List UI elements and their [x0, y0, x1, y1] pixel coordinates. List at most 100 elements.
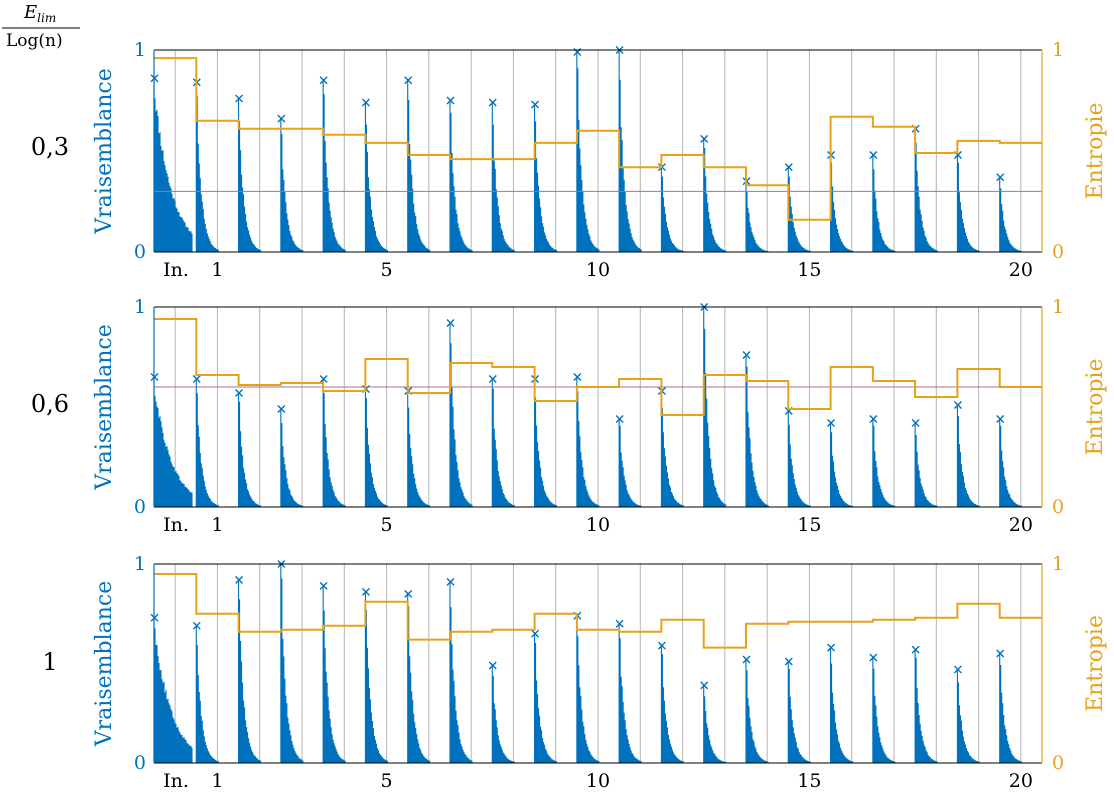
x-tick-label: 1 — [211, 770, 223, 792]
likelihood-bar-group-2 — [238, 393, 262, 507]
x-marker-icon — [996, 173, 1005, 182]
left-tick-label: 1 — [134, 553, 146, 575]
likelihood-bar-group-20 — [999, 653, 1023, 763]
likelihood-bar-group-2 — [238, 98, 262, 252]
likelihood-bar-group-14 — [745, 181, 769, 252]
x-marker-icon — [319, 76, 328, 85]
grid-lines — [174, 50, 1022, 252]
likelihood-bar-group-9 — [534, 633, 558, 763]
x-marker-icon — [319, 581, 328, 590]
x-marker-icon — [953, 401, 962, 409]
header-denominator: Log(n) — [6, 31, 63, 51]
likelihood-bar-group-4 — [322, 379, 346, 507]
x-marker-icon — [404, 76, 413, 85]
likelihood-bar-group-9 — [534, 104, 558, 252]
left-tick-label: 0 — [134, 496, 146, 518]
likelihood-bar-group-14 — [745, 355, 769, 507]
x-marker-icon — [235, 94, 244, 103]
likelihood-bar-group-10 — [576, 377, 600, 507]
likelihood-bar-group-17 — [872, 419, 896, 507]
likelihood-bar-group-7 — [449, 323, 473, 507]
x-marker-icon — [488, 98, 497, 107]
x-marker-icon — [615, 415, 624, 423]
x-marker-icon — [827, 419, 836, 427]
x-tick-label: 15 — [797, 770, 821, 792]
likelihood-bar-group-15 — [787, 661, 811, 763]
x-marker-icon — [869, 415, 878, 423]
likelihood-bar-group-13 — [703, 307, 727, 507]
likelihood-bar-group-16 — [830, 647, 854, 763]
left-tick-label: 1 — [134, 296, 146, 318]
y-axis-title-right: Entropie — [1083, 359, 1108, 456]
x-tick-label: 5 — [381, 514, 393, 536]
right-tick-label: 0 — [1052, 752, 1064, 774]
likelihood-bar-group-In. — [153, 78, 193, 252]
x-marker-icon — [911, 419, 920, 427]
x-marker-icon — [446, 319, 455, 327]
x-tick-label: 20 — [1009, 770, 1033, 792]
entropy-line — [154, 573, 1042, 649]
x-marker-icon — [488, 375, 497, 383]
entropy-line — [154, 318, 1042, 416]
likelihood-bar-group-8 — [491, 379, 515, 507]
likelihood-bar-group-5 — [364, 102, 388, 252]
grid-lines — [174, 307, 1022, 507]
x-marker-icon — [446, 577, 455, 586]
x-tick-label: 15 — [797, 259, 821, 281]
likelihood-bar-group-20 — [999, 419, 1023, 507]
likelihood-bar-group-19 — [956, 155, 980, 252]
x-marker-icon — [996, 415, 1005, 423]
likelihood-bar-group-17 — [872, 657, 896, 763]
x-marker-icon — [657, 641, 666, 650]
likelihood-bar-group-5 — [364, 389, 388, 507]
likelihood-bar-group-1 — [195, 379, 219, 507]
likelihood-bar-group-In. — [153, 377, 193, 507]
y-axis-title-left: Vraisemblance — [92, 68, 117, 234]
x-marker-icon — [615, 619, 624, 628]
x-tick-label: 5 — [381, 259, 393, 281]
x-marker-icon — [446, 96, 455, 105]
likelihood-bar-group-20 — [999, 177, 1023, 252]
likelihood-bar-group-12 — [660, 391, 684, 507]
likelihood-bar-group-10 — [576, 52, 600, 252]
x-tick-label: 15 — [797, 514, 821, 536]
header-numerator-sub: lim — [37, 11, 56, 25]
likelihood-bar-group-11 — [618, 623, 642, 763]
likelihood-bar-group-16 — [830, 423, 854, 507]
right-tick-label: 1 — [1052, 553, 1064, 575]
likelihood-bar-group-16 — [830, 155, 854, 252]
likelihood-bar-group-19 — [956, 405, 980, 507]
left-tick-label: 0 — [134, 752, 146, 774]
likelihood-bar-group-6 — [407, 391, 431, 507]
likelihood-bar-group-15 — [787, 167, 811, 252]
likelihood-bar-group-In. — [153, 617, 193, 763]
x-tick-label: 1 — [211, 514, 223, 536]
entropy-line — [154, 57, 1042, 221]
header-fraction: Elim Log(n) — [2, 2, 80, 51]
grid-lines — [174, 564, 1022, 763]
likelihood-bar-group-15 — [787, 411, 811, 507]
x-marker-icon — [531, 629, 540, 638]
x-tick-label: 20 — [1009, 514, 1033, 536]
x-marker-icon — [996, 649, 1005, 658]
x-marker-icon — [953, 665, 962, 674]
likelihood-bar-group-4 — [322, 80, 346, 252]
x-marker-icon — [277, 114, 286, 123]
likelihood-bar-group-3 — [280, 409, 304, 507]
likelihood-bar-group-7 — [449, 581, 473, 763]
x-tick-label: 10 — [586, 259, 610, 281]
left-tick-label: 0 — [134, 241, 146, 263]
y-axis-title-right: Entropie — [1083, 615, 1108, 712]
right-tick-label: 0 — [1052, 496, 1064, 518]
x-marker-icon — [869, 151, 878, 160]
x-marker-icon — [742, 351, 751, 359]
x-marker-icon — [319, 375, 328, 383]
x-tick-label: 20 — [1009, 259, 1033, 281]
y-axis-title-right: Entropie — [1083, 103, 1108, 200]
x-marker-icon — [235, 389, 244, 397]
